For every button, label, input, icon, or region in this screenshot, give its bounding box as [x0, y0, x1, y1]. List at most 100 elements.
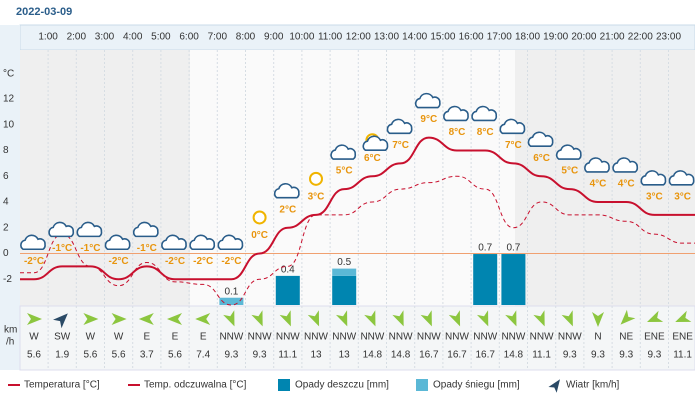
y-tick-label: -2 — [3, 274, 12, 285]
wind-unit: km — [4, 325, 17, 336]
hour-label: 1:00 — [38, 32, 58, 43]
temperature-label: 6°C — [364, 153, 381, 164]
wind-arrow — [647, 310, 664, 323]
hour-label: 2:00 — [67, 32, 87, 43]
temperature-label: -1°C — [80, 243, 100, 254]
temperature-label: -2°C — [165, 256, 185, 267]
wind-speed: 11.1 — [278, 350, 297, 361]
temperature-label: 0°C — [251, 230, 268, 241]
wind-speed: 7.4 — [196, 350, 210, 361]
weather-icon — [104, 234, 131, 251]
cloud — [527, 131, 554, 148]
y-tick-label: 6 — [3, 171, 9, 182]
wind-dir: NNW — [389, 332, 413, 343]
wind-dir: ENE — [672, 332, 693, 343]
wind-speed: 13 — [310, 350, 322, 361]
temperature-label: 9°C — [420, 114, 437, 125]
rain-bar — [473, 254, 498, 305]
temperature-label: 8°C — [449, 127, 466, 138]
temperature-label: 5°C — [336, 166, 353, 177]
weather-icon — [471, 105, 498, 122]
weather-icon — [76, 221, 103, 238]
wind-arrow — [251, 310, 263, 327]
wind-arrow — [53, 313, 68, 329]
y-tick-label: 2 — [3, 222, 9, 233]
temperature-label: 2°C — [279, 204, 296, 215]
wind-arrow — [167, 313, 182, 325]
temperature-label: 3°C — [646, 191, 663, 202]
rain-bar — [275, 275, 300, 305]
wind-dir: ENE — [644, 332, 665, 343]
cloud — [443, 105, 469, 122]
wind-speed: 5.6 — [83, 350, 97, 361]
cloud — [471, 105, 498, 122]
weather-icon — [386, 118, 413, 135]
wind-arrow — [505, 310, 517, 327]
hour-label: 8:00 — [236, 32, 256, 43]
legend-swatch — [278, 379, 290, 391]
weather-icon — [668, 170, 695, 186]
wind-dir: NNW — [360, 332, 384, 343]
legend-label: Opady śniegu [mm] — [433, 380, 520, 391]
precip-label: 0.4 — [281, 265, 295, 276]
weather-icon — [414, 92, 441, 109]
cloud — [76, 221, 103, 238]
y-unit: °C — [3, 69, 14, 80]
wind-speed: 5.6 — [168, 350, 182, 361]
hour-label: 22:00 — [628, 32, 653, 43]
hour-label: 10:00 — [289, 32, 314, 43]
temperature-label: 7°C — [392, 140, 409, 151]
weather-icon — [612, 157, 639, 173]
y-tick-label: 12 — [3, 94, 15, 105]
cloud — [104, 234, 131, 251]
legend-label: Temp. odczuwalna [°C] — [144, 380, 247, 391]
hour-label: 7:00 — [208, 32, 228, 43]
legend-swatch — [548, 379, 561, 393]
hour-label: 15:00 — [430, 32, 455, 43]
wind-speed: 11.1 — [532, 350, 551, 361]
wind-dir: W — [114, 332, 124, 343]
wind-dir: NNW — [473, 332, 497, 343]
wind-dir: NNW — [417, 332, 441, 343]
cloud — [273, 182, 300, 199]
wind-arrow — [448, 310, 461, 327]
temperature-label: 8°C — [477, 127, 494, 138]
temperature-label: 4°C — [590, 179, 607, 190]
temperature-label: 3°C — [308, 191, 325, 202]
cloud — [640, 170, 667, 186]
wind-arrow — [392, 310, 404, 327]
temperature-label: -1°C — [52, 243, 72, 254]
hour-header — [19, 24, 695, 51]
wind-speed: 14.8 — [504, 350, 524, 361]
hour-label: 13:00 — [374, 32, 399, 43]
sun — [309, 171, 323, 186]
wind-speed: 14.8 — [391, 350, 411, 361]
weather-icon — [189, 234, 216, 251]
cloud — [132, 221, 159, 238]
wind-dir: E — [200, 332, 207, 343]
temperature-label: 7°C — [505, 140, 522, 151]
wind-arrow — [223, 310, 235, 327]
weather-icon — [48, 221, 75, 238]
wind-arrow — [307, 310, 320, 327]
y-tick-label: 10 — [3, 119, 15, 130]
precip-label: 0.5 — [337, 257, 351, 268]
hour-label: 12:00 — [346, 32, 371, 43]
temperature-label: -2°C — [193, 256, 213, 267]
wind-arrow — [420, 310, 432, 327]
wind-speed: 5.6 — [112, 350, 126, 361]
wind-dir: NNW — [530, 332, 554, 343]
weather-icon — [555, 144, 582, 160]
sun — [252, 210, 267, 225]
cloud — [668, 170, 695, 186]
wind-speed: 11.1 — [673, 350, 692, 361]
hour-label: 23:00 — [656, 32, 681, 43]
temperature-label: 4°C — [618, 179, 635, 190]
weather-icon — [330, 144, 357, 160]
hour-label: 16:00 — [459, 32, 484, 43]
wind-speed: 9.3 — [253, 350, 267, 361]
wind-arrow — [561, 310, 573, 327]
temperature-label: 5°C — [561, 166, 578, 177]
wind-speed: 13 — [339, 350, 351, 361]
